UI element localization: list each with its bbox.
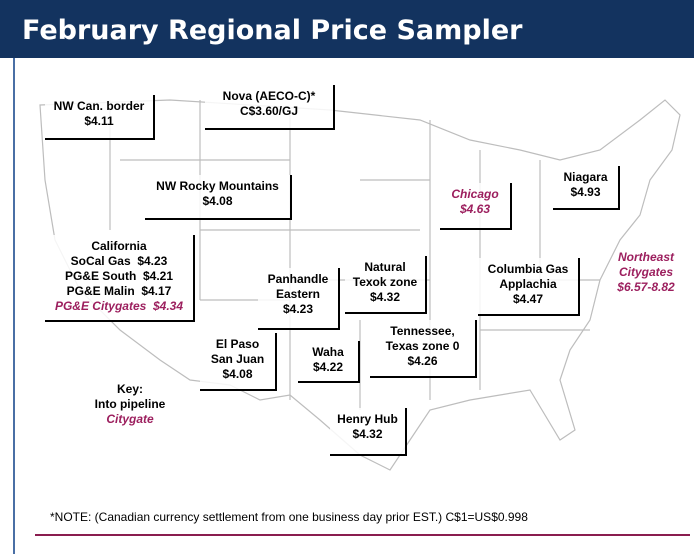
price-label: El Paso San Juan $4.08 — [200, 333, 277, 391]
label-price: $4.26 — [407, 354, 438, 368]
row-name: PG&E South — [64, 269, 137, 283]
california-row: PG&E Malin $4.17 — [45, 284, 193, 299]
california-row: PG&E Citygates $4.34 — [45, 299, 193, 314]
label-name: Citygates — [618, 265, 674, 279]
price-label: Waha $4.22 — [298, 341, 360, 383]
label-name: Columbia Gas — [487, 262, 569, 276]
label-name: Nova (AECO-C)* — [222, 89, 316, 103]
label-price: C$3.60/GJ — [239, 104, 299, 118]
label-name: Eastern — [275, 287, 321, 301]
label-name: El Paso — [215, 337, 260, 351]
california-row: PG&E South $4.21 — [45, 269, 193, 284]
key: Key: Into pipeline Citygate — [75, 378, 185, 433]
key-title: Key: — [116, 382, 143, 396]
price-label: Chicago $4.63 — [440, 183, 512, 230]
label-price: $6.57-8.82 — [617, 280, 675, 294]
price-label: Niagara $4.93 — [553, 166, 620, 210]
side-rule — [13, 58, 15, 554]
price-label: Nova (AECO-C)* C$3.60/GJ — [205, 85, 335, 130]
label-name: Panhandle — [267, 272, 329, 286]
label-price: $4.08 — [222, 367, 253, 381]
price-label: Columbia Gas Applachia $4.47 — [478, 258, 580, 316]
row-price: $4.21 — [142, 269, 174, 283]
california-box: California SoCal Gas $4.23 PG&E South $4.… — [45, 235, 195, 322]
label-name: Henry Hub — [337, 412, 398, 426]
label-price: $4.63 — [459, 202, 491, 216]
label-name: Applachia — [499, 277, 557, 291]
label-price: $4.08 — [202, 194, 233, 208]
label-name: Natural — [364, 260, 406, 274]
label-price: $4.32 — [369, 290, 401, 304]
label-name: Niagara — [563, 170, 608, 184]
row-name: SoCal Gas — [70, 254, 131, 268]
label-name: NW Can. border — [53, 99, 145, 113]
key-pipeline: Into pipeline — [94, 397, 166, 411]
key-citygate: Citygate — [106, 412, 154, 426]
label-title: California — [91, 239, 147, 253]
label-name: Northeast — [617, 250, 674, 264]
price-label: Panhandle Eastern $4.23 — [258, 268, 340, 330]
bottom-rule — [35, 534, 690, 536]
title: February Regional Price Sampler — [0, 0, 694, 58]
row-price: $4.17 — [141, 284, 172, 298]
row-price: $4.23 — [137, 254, 168, 268]
note: *NOTE: (Canadian currency settlement fro… — [50, 510, 528, 524]
label-name: Waha — [312, 345, 344, 359]
label-name: Tennessee, — [390, 324, 455, 338]
price-label: Tennessee, Texas zone 0 $4.26 — [370, 320, 477, 378]
label-price: $4.32 — [352, 427, 383, 441]
label-name: Texok zone — [352, 275, 418, 289]
label-price: $4.22 — [312, 360, 344, 374]
label-price: $4.23 — [282, 302, 314, 316]
price-label: Henry Hub $4.32 — [330, 408, 407, 456]
row-price: $4.34 — [153, 299, 184, 313]
label-price: $4.93 — [570, 185, 601, 199]
label-name: Texas zone 0 — [385, 339, 460, 353]
label-name: NW Rocky Mountains — [156, 179, 279, 193]
california-row: SoCal Gas $4.23 — [45, 254, 193, 269]
label-name: San Juan — [210, 352, 265, 366]
row-name: PG&E Citygates — [54, 299, 147, 313]
label-name: Chicago — [451, 187, 499, 201]
label-price: $4.11 — [84, 114, 114, 128]
price-label: NW Rocky Mountains $4.08 — [145, 175, 292, 220]
price-label: Natural Texok zone $4.32 — [345, 256, 427, 314]
price-label: NW Can. border $4.11 — [45, 95, 155, 140]
row-name: PG&E Malin — [66, 284, 135, 298]
price-label: Northeast Citygates $6.57-8.82 — [603, 246, 689, 301]
label-price: $4.47 — [512, 292, 544, 306]
